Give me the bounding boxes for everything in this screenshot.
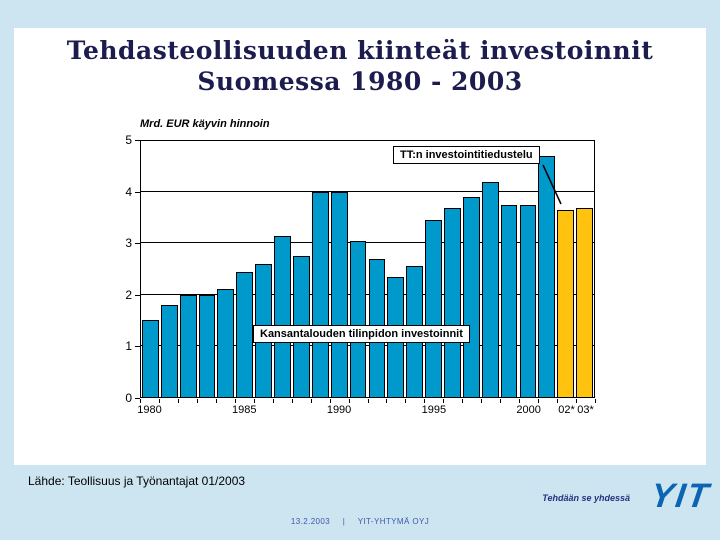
footer-separator: | [342,517,346,526]
slide-title-line1: Tehdasteollisuuden kiinteät investoinnit [66,36,654,65]
company-tagline: Tehdään se yhdessä [542,493,630,503]
footer-company: YIT-YHTYMÄ OYJ [357,517,430,526]
footer-date: 13.2.2003 [290,517,331,526]
slide-title: Tehdasteollisuuden kiinteät investoinnit… [14,28,706,97]
content-panel: Tehdasteollisuuden kiinteät investoinnit… [14,28,706,465]
slide-title-line2: Suomessa 1980 - 2003 [197,66,523,96]
slide-footer: 13.2.2003 | YIT-YHTYMÄ OYJ [0,517,720,526]
yit-logo: YIT [648,477,713,515]
source-note: Lähde: Teollisuus ja Työnantajat 01/2003 [28,474,246,488]
